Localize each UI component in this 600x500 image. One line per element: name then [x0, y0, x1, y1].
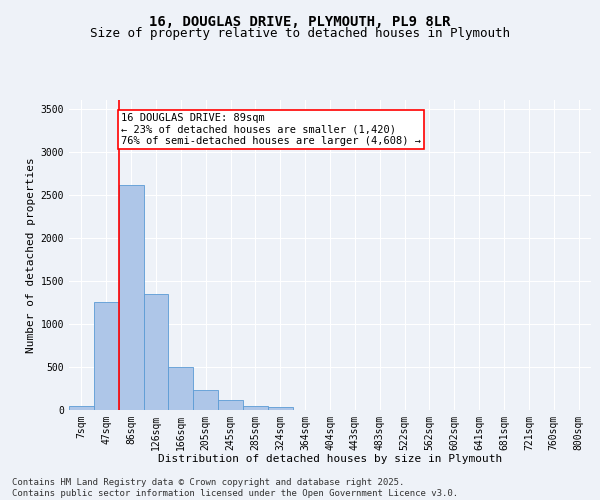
- Text: Contains HM Land Registry data © Crown copyright and database right 2025.
Contai: Contains HM Land Registry data © Crown c…: [12, 478, 458, 498]
- Bar: [268, 408, 293, 410]
- Bar: [243, 406, 268, 410]
- Y-axis label: Number of detached properties: Number of detached properties: [26, 157, 37, 353]
- Bar: [218, 400, 243, 410]
- X-axis label: Distribution of detached houses by size in Plymouth: Distribution of detached houses by size …: [158, 454, 502, 464]
- Bar: [94, 302, 119, 410]
- Bar: [193, 390, 218, 410]
- Bar: [169, 366, 193, 410]
- Text: 16, DOUGLAS DRIVE, PLYMOUTH, PL9 8LR: 16, DOUGLAS DRIVE, PLYMOUTH, PL9 8LR: [149, 15, 451, 29]
- Text: Size of property relative to detached houses in Plymouth: Size of property relative to detached ho…: [90, 28, 510, 40]
- Bar: [119, 185, 143, 410]
- Bar: [69, 406, 94, 410]
- Text: 16 DOUGLAS DRIVE: 89sqm
← 23% of detached houses are smaller (1,420)
76% of semi: 16 DOUGLAS DRIVE: 89sqm ← 23% of detache…: [121, 113, 421, 146]
- Bar: [143, 294, 169, 410]
